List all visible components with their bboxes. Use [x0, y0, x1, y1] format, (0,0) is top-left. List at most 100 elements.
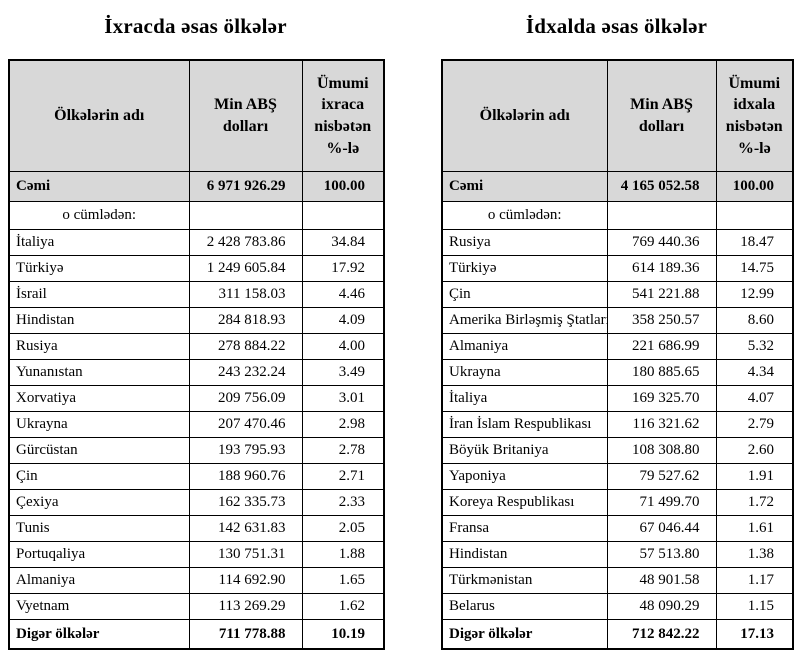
table-row: Rusiya 278 884.22 4.00	[8, 333, 385, 360]
country-percent: 1.72	[715, 489, 794, 516]
country-percent: 3.01	[301, 385, 385, 412]
import-other-label: Digər ölkələr	[441, 619, 608, 650]
country-percent: 1.91	[715, 463, 794, 490]
table-row: Gürcüstan 193 795.93 2.78	[8, 437, 385, 464]
country-name: Gürcüstan	[8, 437, 190, 464]
table-row: Böyük Britaniya 108 308.80 2.60	[441, 437, 794, 464]
import-col-percent-header: Ümumi idxala nisbətən %-lə	[715, 59, 794, 172]
country-value: 243 232.24	[188, 359, 303, 386]
country-value: 221 686.99	[606, 333, 717, 360]
import-header-row: Ölkələrin adı Min ABŞ dolları Ümumi idxa…	[441, 59, 794, 172]
export-subheader-row: o cümlədən:	[8, 201, 385, 230]
table-row: Türkmənistan 48 901.58 1.17	[441, 567, 794, 594]
table-row: Yaponiya 79 527.62 1.91	[441, 463, 794, 490]
export-other-label: Digər ölkələr	[8, 619, 190, 650]
country-name: Portuqaliya	[8, 541, 190, 568]
export-subheader-label: o cümlədən:	[8, 201, 190, 230]
export-other-value: 711 778.88	[188, 619, 303, 650]
country-value: 130 751.31	[188, 541, 303, 568]
country-value: 67 046.44	[606, 515, 717, 542]
country-name: İtaliya	[8, 229, 190, 256]
table-row: İtaliya 2 428 783.86 34.84	[8, 229, 385, 256]
country-percent: 34.84	[301, 229, 385, 256]
country-value: 142 631.83	[188, 515, 303, 542]
country-name: Çin	[441, 281, 608, 308]
export-col-country-header: Ölkələrin adı	[8, 59, 190, 172]
country-name: Hindistan	[441, 541, 608, 568]
import-col-value-header: Min ABŞ dolları	[606, 59, 717, 172]
country-value: 1 249 605.84	[188, 255, 303, 282]
country-percent: 1.15	[715, 593, 794, 620]
table-row: Xorvatiya 209 756.09 3.01	[8, 385, 385, 412]
export-country-rows: İtaliya 2 428 783.86 34.84 Türkiyə 1 249…	[8, 229, 385, 620]
import-country-rows: Rusiya 769 440.36 18.47 Türkiyə 614 189.…	[441, 229, 794, 620]
export-total-row: Cəmi 6 971 926.29 100.00	[8, 171, 385, 202]
country-percent: 1.17	[715, 567, 794, 594]
export-total-percent: 100.00	[301, 171, 385, 202]
country-value: 284 818.93	[188, 307, 303, 334]
import-total-value: 4 165 052.58	[606, 171, 717, 202]
country-value: 79 527.62	[606, 463, 717, 490]
country-percent: 14.75	[715, 255, 794, 282]
country-percent: 3.49	[301, 359, 385, 386]
table-row: Ukrayna 180 885.65 4.34	[441, 359, 794, 386]
import-table: Ölkələrin adı Min ABŞ dolları Ümumi idxa…	[441, 59, 794, 650]
country-value: 769 440.36	[606, 229, 717, 256]
country-value: 114 692.90	[188, 567, 303, 594]
country-value: 358 250.57	[606, 307, 717, 334]
country-name: Almaniya	[441, 333, 608, 360]
table-row: Çin 541 221.88 12.99	[441, 281, 794, 308]
country-name: Ukrayna	[8, 411, 190, 438]
import-total-label: Cəmi	[441, 171, 608, 202]
country-percent: 17.92	[301, 255, 385, 282]
country-value: 116 321.62	[606, 411, 717, 438]
country-percent: 12.99	[715, 281, 794, 308]
country-value: 169 325.70	[606, 385, 717, 412]
table-row: Hindistan 57 513.80 1.38	[441, 541, 794, 568]
country-name: Xorvatiya	[8, 385, 190, 412]
table-row: Fransa 67 046.44 1.61	[441, 515, 794, 542]
country-name: Türkiyə	[8, 255, 190, 282]
country-name: Rusiya	[8, 333, 190, 360]
export-table: Ölkələrin adı Min ABŞ dolları Ümumi ixra…	[8, 59, 385, 650]
table-row: Vyetnam 113 269.29 1.62	[8, 593, 385, 620]
country-percent: 1.65	[301, 567, 385, 594]
table-row: Portuqaliya 130 751.31 1.88	[8, 541, 385, 568]
country-name: İtaliya	[441, 385, 608, 412]
country-name: İsrail	[8, 281, 190, 308]
country-value: 48 090.29	[606, 593, 717, 620]
export-table-section: İxracda əsas ölkələr Ölkələrin adı Min A…	[8, 10, 385, 650]
import-subheader-row: o cümlədən:	[441, 201, 794, 230]
country-percent: 2.33	[301, 489, 385, 516]
table-row: Rusiya 769 440.36 18.47	[441, 229, 794, 256]
import-table-section: İdxalda əsas ölkələr Ölkələrin adı Min A…	[441, 10, 794, 650]
table-row: Amerika Birləşmiş Ştatları 358 250.57 8.…	[441, 307, 794, 334]
table-row: Ukrayna 207 470.46 2.98	[8, 411, 385, 438]
import-other-percent: 17.13	[715, 619, 794, 650]
country-name: Koreya Respublikası	[441, 489, 608, 516]
export-other-percent: 10.19	[301, 619, 385, 650]
export-table-title: İxracda əsas ölkələr	[104, 14, 287, 38]
country-value: 207 470.46	[188, 411, 303, 438]
country-name: Belarus	[441, 593, 608, 620]
country-percent: 4.07	[715, 385, 794, 412]
country-value: 180 885.65	[606, 359, 717, 386]
country-value: 188 960.76	[188, 463, 303, 490]
country-value: 614 189.36	[606, 255, 717, 282]
country-value: 193 795.93	[188, 437, 303, 464]
country-percent: 2.78	[301, 437, 385, 464]
country-value: 209 756.09	[188, 385, 303, 412]
table-row: Yunanıstan 243 232.24 3.49	[8, 359, 385, 386]
country-name: Fransa	[441, 515, 608, 542]
country-percent: 2.60	[715, 437, 794, 464]
table-row: Çin 188 960.76 2.71	[8, 463, 385, 490]
import-total-percent: 100.00	[715, 171, 794, 202]
table-row: Almaniya 114 692.90 1.65	[8, 567, 385, 594]
table-row: İsrail 311 158.03 4.46	[8, 281, 385, 308]
country-name: Çin	[8, 463, 190, 490]
country-percent: 4.00	[301, 333, 385, 360]
country-value: 162 335.73	[188, 489, 303, 516]
country-name: Hindistan	[8, 307, 190, 334]
country-name: Rusiya	[441, 229, 608, 256]
country-percent: 18.47	[715, 229, 794, 256]
